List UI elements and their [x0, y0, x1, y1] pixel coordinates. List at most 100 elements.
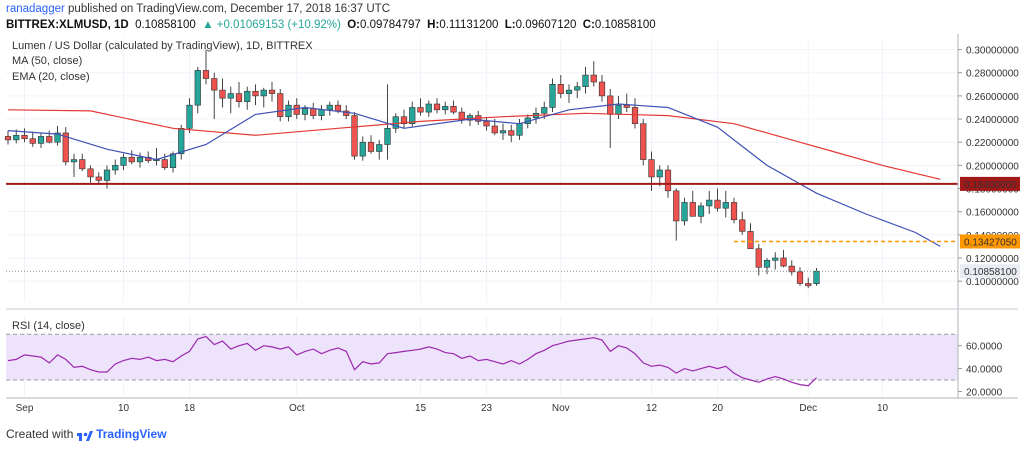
candle-body-up: [285, 104, 292, 118]
candle-body-up: [615, 104, 622, 115]
candle: [70, 153, 78, 177]
candle: [285, 100, 292, 122]
candle: [13, 129, 20, 144]
candle: [664, 165, 672, 198]
candle-body-up: [549, 84, 556, 108]
ma-legend: MA (50, close): [12, 55, 82, 67]
ema-20-line[interactable]: [7, 103, 941, 247]
level-price-tags: 0.18400000 0.13427050 0.10858100: [960, 176, 1020, 279]
level-tag-label: 0.18400000: [964, 180, 1017, 191]
axes: [6, 34, 1018, 399]
date-tick-label: 15: [415, 403, 427, 414]
candle-body-up: [318, 109, 325, 116]
candle: [21, 128, 28, 143]
candle: [359, 136, 366, 161]
candle: [656, 165, 663, 187]
horizontal-levels[interactable]: [6, 182, 958, 272]
candle: [367, 135, 375, 154]
ma-50-line[interactable]: [7, 109, 941, 180]
candle: [450, 100, 457, 115]
publisher-username[interactable]: ranadagger: [6, 3, 65, 15]
candle-body-up: [54, 132, 61, 143]
candle-body-down: [788, 265, 795, 273]
candle: [739, 211, 746, 235]
price-axis-labels: 0.100000000.120000000.140000000.16000000…: [958, 46, 1019, 288]
candle: [730, 197, 738, 224]
rsi-legend: RSI (14, close): [12, 320, 85, 332]
candle: [79, 153, 86, 172]
symbol-quote-line: BITTREX:XLMUSD, 1D 0.10858100 ▲ +0.01069…: [6, 19, 656, 31]
date-tick-label: Nov: [552, 403, 570, 414]
candle: [442, 101, 449, 115]
candle-body-up: [112, 165, 119, 171]
rsi-line[interactable]: [7, 335, 817, 387]
price-change: ▲ +0.01069153 (+10.92%): [202, 19, 341, 31]
candle: [227, 86, 234, 114]
candle-body-down: [46, 136, 53, 143]
price-tick-label: 0.20000000: [966, 161, 1019, 172]
candle-body-up: [565, 89, 573, 94]
candle: [706, 190, 713, 214]
candle: [590, 61, 597, 87]
candle-body-down: [367, 141, 375, 152]
tradingview-brand[interactable]: TradingView: [96, 427, 167, 441]
price-tick-label: 0.12000000: [966, 254, 1019, 265]
low-label: L:: [504, 19, 516, 31]
candle: [178, 124, 185, 160]
candle-body-up: [574, 86, 581, 91]
date-axis-labels: Sep 10 18 Oct 15 23 Nov 12 20 Dec 10: [16, 403, 889, 414]
candle: [351, 112, 358, 160]
candle-body-up: [442, 106, 449, 111]
candle: [277, 88, 284, 122]
candle: [37, 132, 45, 148]
candle: [549, 78, 556, 113]
candle-body-up: [582, 74, 589, 87]
candle-body-up: [169, 153, 177, 168]
level-tag: 0.18400000: [960, 176, 1020, 191]
candle-body-down: [689, 202, 696, 217]
open-value: 0.09784797: [360, 19, 421, 31]
candle: [202, 49, 210, 85]
tradingview-logo-icon: [76, 429, 93, 444]
candle: [376, 139, 383, 160]
rsi-tick-label: 20.0000: [966, 387, 1003, 398]
candle-body-up: [813, 270, 820, 284]
candle-body-up: [70, 159, 78, 163]
date-tick-label: Dec: [799, 403, 817, 414]
candle: [318, 105, 325, 121]
candle: [598, 75, 606, 102]
publisher-line: ranadagger published on TradingView.com,…: [6, 3, 390, 15]
candle-body-down: [631, 107, 639, 124]
candle-body-down: [334, 104, 342, 112]
candle-body-down: [739, 219, 746, 232]
candle-body-down: [128, 156, 135, 163]
candle-body-down: [219, 89, 226, 99]
candle: [714, 188, 721, 212]
level-tag-box: [960, 234, 1020, 249]
candle-body-down: [417, 107, 424, 113]
candle: [483, 116, 490, 131]
candle: [615, 95, 622, 120]
date-tick-label: 12: [646, 403, 658, 414]
candle: [763, 258, 771, 275]
candle-body-down: [557, 84, 564, 94]
candle-body-down: [648, 159, 655, 178]
candle-body-up: [384, 128, 391, 145]
rsi-tick-label: 60.0000: [966, 342, 1003, 353]
candle-body-up: [376, 144, 383, 152]
candle: [805, 277, 812, 289]
rsi-axis-labels: 20.0000 40.0000 60.0000: [958, 342, 1003, 398]
chart-title: Lumen / US Dollar (calculated by Trading…: [12, 40, 313, 52]
candle-body-up: [499, 130, 507, 134]
candle: [673, 188, 680, 241]
candle-body-down: [755, 248, 762, 268]
candle-body-up: [301, 108, 309, 115]
candlestick-series[interactable]: [4, 49, 820, 289]
candle-body-up: [772, 257, 779, 261]
candle-body-down: [235, 93, 243, 102]
candle-body-down: [664, 169, 672, 192]
level-tag-label: 0.13427050: [964, 237, 1017, 248]
candle-body-down: [433, 103, 441, 111]
candle: [244, 86, 251, 110]
